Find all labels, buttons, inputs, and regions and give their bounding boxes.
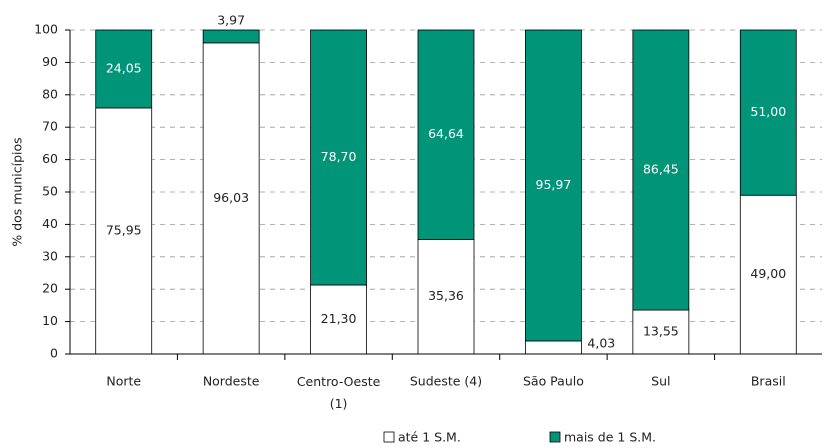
bar-segment	[525, 29, 582, 342]
x-tick-label: Sudeste (4)	[410, 374, 482, 389]
x-tick-label: Sul	[651, 374, 670, 389]
value-label: 49,00	[750, 266, 786, 281]
y-tick-label: 60	[42, 151, 58, 166]
x-tick-label: Norte	[106, 374, 141, 389]
bar-segment	[310, 29, 367, 286]
bar-segment	[632, 29, 690, 311]
value-label: 96,03	[213, 190, 249, 205]
y-tick-label: 50	[42, 184, 58, 199]
value-label: 75,95	[106, 222, 142, 237]
y-tick-label: 40	[42, 216, 58, 231]
x-tick-label: Nordeste	[203, 374, 260, 389]
bar-segment	[739, 29, 797, 196]
value-label: 24,05	[106, 60, 142, 75]
y-tick-label: 70	[42, 119, 58, 134]
y-tick-label: 20	[42, 281, 58, 296]
value-label: 13,55	[643, 324, 679, 339]
x-tick-label: Brasil	[751, 374, 786, 389]
value-label: 35,36	[428, 288, 464, 303]
bar-segment	[632, 309, 690, 355]
legend-label: mais de 1 S.M.	[564, 430, 656, 445]
x-tick-label: São Paulo	[523, 374, 584, 389]
bar-segment	[202, 42, 260, 355]
y-tick-label: 10	[42, 313, 58, 328]
y-tick-label: 100	[34, 22, 58, 37]
bar-segment	[202, 29, 260, 44]
bar-segment	[739, 194, 797, 355]
y-tick-label: 0	[50, 346, 58, 361]
value-label: 64,64	[428, 126, 464, 141]
legend-swatch	[383, 431, 395, 443]
y-axis-label: % dos municípios	[10, 137, 25, 246]
value-label: 95,97	[536, 177, 572, 192]
y-tick-label: 80	[42, 86, 58, 101]
y-tick-label: 30	[42, 248, 58, 263]
bar-segment	[95, 107, 153, 355]
value-label: 21,30	[321, 311, 357, 326]
legend-swatch	[549, 431, 561, 443]
value-label: 51,00	[750, 104, 786, 119]
x-tick-label: Centro-Oeste (1)	[297, 374, 381, 411]
value-label: 78,70	[321, 149, 357, 164]
value-label: 86,45	[643, 162, 679, 177]
legend-label: até 1 S.M.	[398, 430, 461, 445]
value-label: 4,03	[587, 336, 615, 351]
value-label: 3,97	[217, 13, 245, 28]
bar-segment	[525, 340, 582, 355]
bar-segment	[417, 29, 475, 240]
bar-segment	[95, 29, 153, 109]
y-tick-label: 90	[42, 54, 58, 69]
